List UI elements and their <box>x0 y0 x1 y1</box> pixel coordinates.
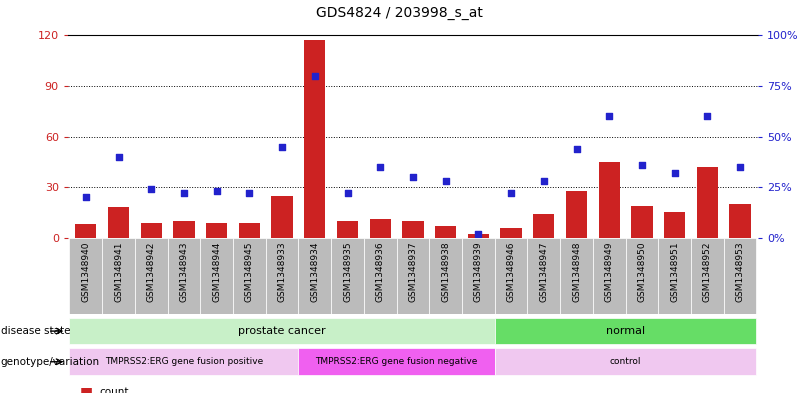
Bar <box>533 214 555 238</box>
Text: GSM1348941: GSM1348941 <box>114 242 123 302</box>
Point <box>701 113 713 119</box>
Text: GSM1348933: GSM1348933 <box>278 242 286 302</box>
Point <box>472 231 484 237</box>
Text: GSM1348937: GSM1348937 <box>409 242 417 302</box>
Text: GSM1348939: GSM1348939 <box>474 242 483 302</box>
Bar <box>206 222 227 238</box>
Point <box>276 143 289 150</box>
Text: GSM1348940: GSM1348940 <box>81 242 90 302</box>
Text: GSM1348935: GSM1348935 <box>343 242 352 302</box>
Bar <box>200 238 233 314</box>
Bar <box>593 238 626 314</box>
Text: prostate cancer: prostate cancer <box>239 326 326 336</box>
Bar <box>598 162 620 238</box>
Bar <box>173 221 195 238</box>
Text: GSM1348949: GSM1348949 <box>605 242 614 302</box>
Point <box>145 186 158 192</box>
Text: control: control <box>610 357 642 366</box>
Bar <box>468 234 489 238</box>
Text: GSM1348936: GSM1348936 <box>376 242 385 302</box>
Text: GSM1348952: GSM1348952 <box>703 242 712 302</box>
Bar <box>527 238 560 314</box>
Point <box>668 170 681 176</box>
Text: normal: normal <box>606 326 645 336</box>
Point <box>406 174 419 180</box>
Bar <box>729 204 751 238</box>
Bar <box>102 238 135 314</box>
Bar <box>364 238 397 314</box>
Bar <box>266 238 298 314</box>
Bar <box>495 238 527 314</box>
Bar <box>298 349 495 375</box>
Bar <box>271 196 293 238</box>
Point <box>309 73 322 79</box>
Point <box>537 178 550 184</box>
Point <box>504 190 517 196</box>
Bar <box>337 221 358 238</box>
Text: GSM1348934: GSM1348934 <box>310 242 319 302</box>
Point <box>570 145 583 152</box>
Text: GSM1348942: GSM1348942 <box>147 242 156 302</box>
Bar <box>298 238 331 314</box>
Bar <box>135 238 168 314</box>
Bar <box>631 206 653 238</box>
Text: ■: ■ <box>80 385 93 393</box>
Bar <box>69 318 495 344</box>
Bar <box>658 238 691 314</box>
Text: GSM1348943: GSM1348943 <box>180 242 188 302</box>
Bar <box>435 226 456 238</box>
Bar <box>626 238 658 314</box>
Bar <box>369 219 391 238</box>
Bar <box>108 208 129 238</box>
Text: GSM1348953: GSM1348953 <box>736 242 745 302</box>
Point <box>374 164 387 170</box>
Bar <box>495 318 757 344</box>
Bar <box>75 224 97 238</box>
Bar <box>304 40 326 238</box>
Text: GSM1348951: GSM1348951 <box>670 242 679 302</box>
Text: GSM1348944: GSM1348944 <box>212 242 221 302</box>
Bar <box>140 222 162 238</box>
Bar <box>560 238 593 314</box>
Text: GSM1348948: GSM1348948 <box>572 242 581 302</box>
Bar <box>331 238 364 314</box>
Point <box>243 190 256 196</box>
Bar <box>724 238 757 314</box>
Bar <box>691 238 724 314</box>
Point <box>342 190 354 196</box>
Bar <box>697 167 718 238</box>
Text: GSM1348947: GSM1348947 <box>539 242 548 302</box>
Point <box>602 113 615 119</box>
Text: genotype/variation: genotype/variation <box>1 357 100 367</box>
Point <box>439 178 452 184</box>
Text: count: count <box>100 387 129 393</box>
Bar <box>168 238 200 314</box>
Bar <box>402 221 424 238</box>
Text: TMPRSS2:ERG gene fusion positive: TMPRSS2:ERG gene fusion positive <box>105 357 263 366</box>
Bar <box>664 213 685 238</box>
Point <box>635 162 648 168</box>
Point <box>211 188 223 195</box>
Bar <box>233 238 266 314</box>
Bar <box>500 228 522 238</box>
Text: GSM1348946: GSM1348946 <box>507 242 516 302</box>
Point <box>733 164 746 170</box>
Bar <box>239 222 260 238</box>
Point <box>113 154 125 160</box>
Bar <box>462 238 495 314</box>
Text: GSM1348938: GSM1348938 <box>441 242 450 302</box>
Bar <box>495 349 757 375</box>
Bar <box>69 238 102 314</box>
Bar <box>69 349 298 375</box>
Text: GDS4824 / 203998_s_at: GDS4824 / 203998_s_at <box>315 6 483 20</box>
Bar <box>397 238 429 314</box>
Bar <box>566 191 587 238</box>
Text: GSM1348945: GSM1348945 <box>245 242 254 302</box>
Text: GSM1348950: GSM1348950 <box>638 242 646 302</box>
Point <box>80 194 93 200</box>
Text: TMPRSS2:ERG gene fusion negative: TMPRSS2:ERG gene fusion negative <box>315 357 478 366</box>
Bar <box>429 238 462 314</box>
Text: disease state: disease state <box>1 326 70 336</box>
Point <box>178 190 191 196</box>
